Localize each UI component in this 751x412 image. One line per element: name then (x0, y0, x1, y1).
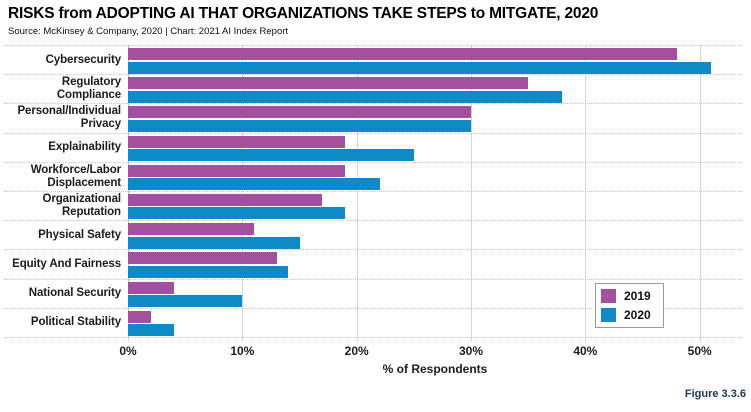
bar-2019 (128, 223, 254, 236)
bar-2020 (128, 61, 712, 74)
x-axis-ticks: 0% 10% 20% 30% 40% 50% (119, 344, 742, 358)
chart-source: Source: McKinsey & Company, 2020 | Chart… (8, 26, 289, 37)
bar-group (128, 192, 742, 220)
bar-2019 (128, 310, 151, 323)
legend-swatch-2020 (601, 308, 616, 322)
category-label: Workforce/Labor Displacement (30, 163, 121, 189)
category-label: Regulatory Compliance (56, 76, 121, 102)
legend-label-2019: 2019 (624, 289, 651, 303)
category-row: Organizational Reputation (4, 190, 742, 220)
bar-2020 (128, 207, 346, 220)
legend-swatch-2019 (601, 289, 616, 303)
bar-group (128, 309, 742, 337)
category-row: Personal/Individual Privacy (4, 103, 742, 132)
bar-2020 (128, 149, 414, 162)
category-row: Explainability (4, 132, 742, 162)
bar-2020 (128, 236, 300, 249)
category-label: Explainability (48, 141, 121, 154)
bar-2019 (128, 164, 346, 177)
bar-2020 (128, 90, 563, 103)
bar-group (128, 280, 742, 308)
x-tick-0%: 0% (119, 344, 137, 358)
category-label: Personal/Individual Privacy (17, 105, 121, 131)
category-label: Equity And Fairness (12, 257, 121, 270)
bar-group (128, 134, 742, 162)
gridline-40% (585, 45, 587, 342)
bar-group (128, 46, 742, 74)
category-row: Cybersecurity (4, 45, 742, 74)
gridline-10% (242, 45, 244, 342)
legend-item-2019: 2019 (601, 289, 651, 303)
bar-group (128, 163, 742, 191)
bar-2019 (128, 77, 529, 90)
x-tick-40%: 40% (573, 344, 598, 358)
x-tick-20%: 20% (344, 344, 369, 358)
x-axis-label: % of Respondents (382, 362, 488, 376)
gridline-30% (471, 45, 473, 342)
category-row: Equity And Fairness (4, 249, 742, 278)
bar-2020 (128, 119, 472, 132)
bar-2019 (128, 135, 346, 148)
gridline-50% (699, 45, 701, 342)
category-label: Physical Safety (38, 228, 121, 241)
category-label: National Security (28, 287, 121, 300)
bar-2020 (128, 295, 243, 307)
bar-2020 (128, 324, 174, 337)
category-label: Cybersecurity (45, 53, 122, 66)
bar-2019 (128, 48, 677, 60)
x-tick-30%: 30% (459, 344, 484, 358)
bar-2020 (128, 178, 380, 191)
legend: 2019 2020 (595, 283, 664, 328)
category-row: Political Stability (4, 307, 742, 337)
legend-label-2020: 2020 (624, 308, 651, 322)
category-label: Political Stability (30, 316, 121, 329)
x-tick-50%: 50% (687, 344, 712, 358)
bar-2019 (128, 106, 472, 119)
bar-2019 (128, 281, 174, 294)
legend-item-2020: 2020 (601, 308, 651, 322)
x-tick-10%: 10% (230, 344, 255, 358)
figure-label: Figure 3.3.6 (684, 388, 746, 400)
bar-group (128, 75, 742, 103)
bar-2020 (128, 265, 289, 278)
bar-group (128, 221, 742, 249)
category-label: Organizational Reputation (42, 193, 122, 219)
bar-2019 (128, 252, 277, 265)
bar-2019 (128, 193, 323, 206)
category-row: Physical Safety (4, 220, 742, 249)
chart-title: RISKS from ADOPTING AI THAT ORGANIZATION… (8, 5, 599, 22)
bar-group (128, 104, 742, 132)
bar-rows: Cybersecurity Regulatory Compliance Person… (4, 45, 742, 338)
gridline-20% (356, 45, 358, 342)
bar-group (128, 250, 742, 278)
category-row: Regulatory Compliance (4, 74, 742, 103)
category-row: National Security (4, 278, 742, 308)
category-row: Workforce/Labor Displacement (4, 161, 742, 191)
